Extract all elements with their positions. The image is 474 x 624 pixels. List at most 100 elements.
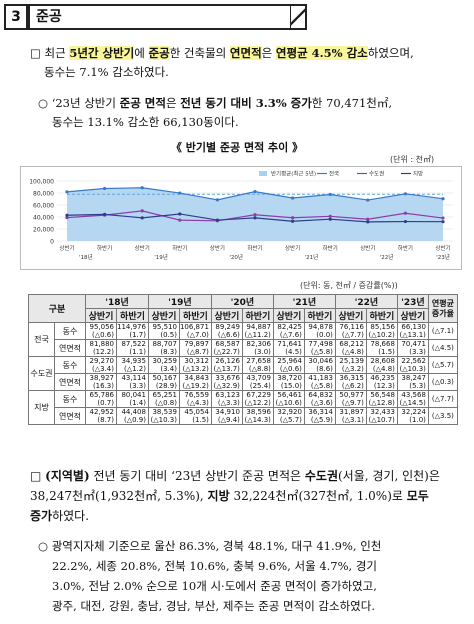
table-cell: 64,832 (△3.6) [303,390,336,408]
table-row: 지방 동수 65,786 (0.7) 80,041 (1.4) 65,251 (△0.8) 76… [28,390,458,425]
table-cell: 44,408 (△0.9) [116,407,149,425]
table-cell: 50,167 (28.9) [147,373,180,391]
table-head-half: 상반기 [210,308,243,323]
table-cell: 78,668 (1.5) [365,339,398,357]
avg-growth-cell: (△5.7) [427,356,458,374]
table-cell: 32,920 (△5.7) [272,407,305,425]
chart-unit: (단위 : 천㎡) [390,155,435,164]
table-row: 전국 동수 95,056 (△0.6) 114,976 (1.7) 95,510 (0.5) 1… [28,322,458,357]
x-tick-label: 상반기 [210,244,225,252]
year-label: '18년 [79,253,93,261]
data-point [178,218,182,222]
data-point [215,198,219,202]
data-point [215,218,219,222]
province-paragraph: ○ 광역지자체 기준으로 울산 86.3%, 경북 48.1%, 대구 41.9… [38,539,382,613]
y-tick-label: 40,000 [33,215,54,222]
table-cell: 36,315 (△6.2) [334,373,367,391]
y-tick-label: 100,000 [29,179,54,186]
table-cell: 76,559 (△4.3) [178,390,212,408]
region-label: 지방 [28,390,55,425]
data-point [291,196,295,200]
avg-growth-cell: (△3.5) [427,407,458,425]
data-point [291,216,295,220]
avg-growth-cell: (△0.3) [427,373,458,391]
year-label: '21년 [305,253,319,261]
data-point [291,219,295,223]
table-cell: 94,887 (△11.2) [241,322,274,340]
table-cell: 25,139 (△3.2) [334,356,367,374]
x-tick-label: 상반기 [59,244,74,252]
region-label: 수도권 [28,356,55,391]
square-bullet-icon: □ [30,46,41,60]
table-cell: 89,249 (△6.6) [210,322,243,340]
table-cell: 65,786 (0.7) [85,390,117,408]
table-head-half: 상반기 [272,308,305,323]
data-point [366,217,370,221]
table-cell: 50,977 (△9.7) [334,390,367,408]
table-head-half: 하반기 [116,308,149,323]
legend-label: 수도권 [369,170,384,178]
table-cell: 34,910 (△9.4) [210,407,243,425]
data-point [366,198,370,202]
data-point [253,216,257,220]
legend-swatch [259,171,267,176]
circle-bullet-icon: ○ [38,539,49,553]
table-cell: 38,247 (5.3) [396,373,429,391]
table-head-category: 구분 [28,294,86,323]
data-point [65,216,69,220]
table-cell: 43,568 (△14.5) [396,390,429,408]
table-cell: 77,498 (△5.8) [303,339,336,357]
data-point [328,214,332,218]
x-tick-label: 상반기 [135,244,150,252]
year-label: '19년 [154,253,168,261]
table-cell: 94,878 (0.0) [303,322,336,340]
x-tick-label: 상반기 [285,244,300,252]
chart-title: 《 반기별 준공 면적 추이 》 [170,141,304,154]
table-cell: 67,229 (△12.2) [241,390,274,408]
avg-growth-cell: (△7.7) [427,390,458,408]
x-tick-label: 상반기 [435,244,450,252]
table-row: 수도권 동수 29,270 (△3.4) 34,935 (△1.2) 30,259 (3.4)… [28,356,458,391]
table-cell: 80,041 (1.4) [116,390,149,408]
table-cell: 68,212 (△4.8) [334,339,367,357]
data-point [253,213,257,217]
data-point [328,217,332,221]
row-label: 연면적 [54,373,86,391]
table-head-half: 상반기 [147,308,180,323]
table-head-year: '21년 [272,294,336,309]
table-head-half: 하반기 [365,308,398,323]
table-head-half: 하반기 [303,308,336,323]
regional-paragraph: □ (지역별) 전년 동기 대비 ‘23년 상반기 준공 면적은 수도권(서울,… [30,469,440,523]
table-cell: 42,952 (8.7) [85,407,117,425]
table-cell: 31,897 (△3.1) [334,407,367,425]
data-point [140,209,144,213]
table-head-half: 하반기 [241,308,274,323]
year-label: '22년 [380,253,394,261]
table-head-year: '18년 [85,294,149,309]
table-cell: 79,897 (△8.7) [178,339,212,357]
table-cell: 36,314 (△5.9) [303,407,336,425]
table-head-year: '22년 [334,294,398,309]
section-title: 준공 [28,4,298,30]
table-head-year: '23년 [396,294,429,309]
table-cell: 27,658 (△8.8) [241,356,274,374]
table-cell: 81,880 (12.2) [85,339,117,357]
table-cell: 38,927 (16.3) [85,373,117,391]
y-tick-label: 0 [50,239,54,246]
table-cell: 30,046 (8.6) [303,356,336,374]
row-label: 동수 [54,390,86,408]
table-row: 연면적 42,952 (8.7) 44,408 (△0.9) 38,539 (△10.3) 4… [29,407,458,425]
table-cell: 76,116 (△7.7) [334,322,367,340]
y-tick-label: 20,000 [33,227,54,234]
data-point [403,211,407,215]
table-cell: 38,596 (△14.3) [241,407,274,425]
table-head-avg: 연평균 증가율 [427,294,458,323]
data-table-wrapper: 구분 '18년 '19년 '20년 '21년 '22년 '23년 연평균 증가율… [28,294,458,425]
x-tick-label: 하반기 [97,244,112,252]
x-tick-label: 하반기 [398,244,413,252]
row-label: 동수 [54,356,86,374]
detail-paragraph: ○ ‘23년 상반기 준공 면적은 전년 동기 대비 3.3% 증가한 70,4… [38,96,393,129]
x-tick-label: 상반기 [360,244,375,252]
data-point [103,186,107,191]
table-head-year: '20년 [210,294,274,309]
